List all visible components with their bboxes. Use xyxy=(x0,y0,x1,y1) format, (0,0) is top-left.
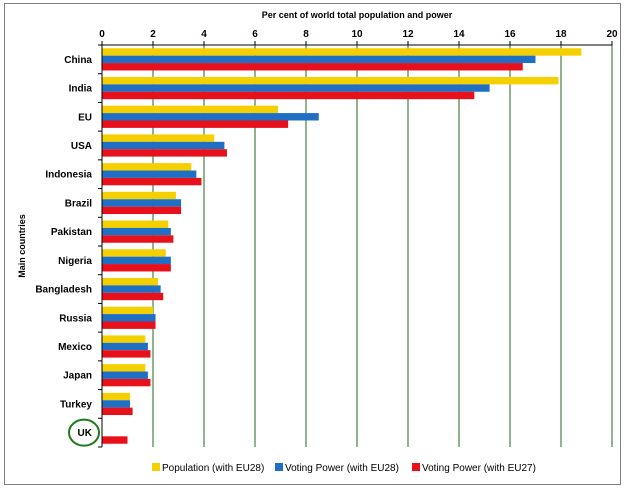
bar-bangladesh-3 xyxy=(102,292,164,301)
bar-turkey-1 xyxy=(102,392,131,401)
category-label-japan: Japan xyxy=(63,371,92,382)
bar-brazil-3 xyxy=(102,206,182,215)
bar-pakistan-3 xyxy=(102,235,174,243)
bar-eu-2 xyxy=(102,113,319,121)
bar-mexico-1 xyxy=(102,335,146,343)
bar-china-3 xyxy=(102,63,523,71)
bar-nigeria-2 xyxy=(102,256,171,265)
x-tick-label-12: 12 xyxy=(402,29,414,40)
bar-bangladesh-2 xyxy=(102,285,161,293)
bar-japan-1 xyxy=(102,364,146,372)
bar-usa-2 xyxy=(102,141,225,150)
bar-russia-2 xyxy=(102,314,156,322)
labels: 0 2 4 6 8 10 12 14 16 18 20 China India EU USA Indonesi… xyxy=(35,29,618,447)
bar-japan-2 xyxy=(102,371,148,379)
bar-nigeria-1 xyxy=(102,249,166,257)
x-tick-label-8: 8 xyxy=(303,29,309,40)
bar-china-1 xyxy=(102,48,582,56)
category-label-turkey: Turkey xyxy=(60,399,92,410)
bar-turkey-3 xyxy=(102,407,133,416)
bars xyxy=(102,48,582,444)
axes xyxy=(98,41,613,448)
category-label-brazil: Brazil xyxy=(65,198,92,209)
bar-china-2 xyxy=(102,55,536,64)
category-label-bangladesh: Bangladesh xyxy=(35,285,92,296)
bar-indonesia-2 xyxy=(102,170,197,178)
x-tick-label-0: 0 xyxy=(99,29,105,40)
x-tick-label-4: 4 xyxy=(201,29,207,40)
bar-nigeria-3 xyxy=(102,264,171,272)
x-tick-label-2: 2 xyxy=(150,29,156,40)
bar-mexico-2 xyxy=(102,342,148,351)
x-tick-label-16: 16 xyxy=(504,29,516,40)
bar-eu-1 xyxy=(102,105,278,114)
uk-highlight-circle xyxy=(68,418,100,447)
bar-india-3 xyxy=(102,91,475,100)
category-label-china: China xyxy=(64,55,92,66)
chart-title: Per cent of world total population and p… xyxy=(262,10,453,20)
legend-label-2: Voting Power (with EU28) xyxy=(285,463,399,474)
bar-japan-3 xyxy=(102,378,151,387)
bar-pakistan-1 xyxy=(102,220,169,228)
bar-eu-3 xyxy=(102,120,289,128)
gridlines xyxy=(152,45,613,447)
category-label-eu: EU xyxy=(78,112,92,123)
category-label-nigeria: Nigeria xyxy=(58,256,92,267)
bar-indonesia-1 xyxy=(102,163,192,171)
bar-pakistan-2 xyxy=(102,227,171,236)
bar-russia-3 xyxy=(102,321,156,329)
bar-mexico-3 xyxy=(102,350,151,358)
category-label-india: India xyxy=(69,84,93,95)
bar-russia-1 xyxy=(102,306,153,315)
x-tick-label-18: 18 xyxy=(555,29,567,40)
x-tick-label-6: 6 xyxy=(252,29,258,40)
x-tick-label-14: 14 xyxy=(453,29,465,40)
bar-usa-3 xyxy=(102,149,227,157)
category-label-mexico: Mexico xyxy=(58,342,92,353)
x-tick-label-20: 20 xyxy=(606,29,618,40)
legend-swatch-1 xyxy=(152,463,160,471)
bar-uk-3 xyxy=(102,436,128,444)
bar-turkey-2 xyxy=(102,400,131,408)
legend-swatch-2 xyxy=(275,463,283,471)
bar-indonesia-3 xyxy=(102,177,202,186)
category-label-pakistan: Pakistan xyxy=(51,227,92,238)
bar-india-2 xyxy=(102,84,490,92)
bar-india-1 xyxy=(102,76,559,85)
bar-brazil-1 xyxy=(102,191,176,200)
bar-brazil-2 xyxy=(102,199,182,207)
category-label-uk: UK xyxy=(78,428,93,439)
x-tick-label-10: 10 xyxy=(351,29,363,40)
legend-label-1: Population (with EU28) xyxy=(162,463,264,474)
bar-usa-1 xyxy=(102,134,215,142)
legend-swatch-3 xyxy=(412,463,420,471)
legend: Population (with EU28) Voting Power (with… xyxy=(152,463,536,474)
category-label-russia: Russia xyxy=(59,313,92,324)
category-label-usa: USA xyxy=(71,141,92,152)
y-axis-label: Main countries xyxy=(17,214,27,278)
category-label-indonesia: Indonesia xyxy=(45,170,92,181)
legend-label-3: Voting Power (with EU27) xyxy=(422,463,536,474)
bar-bangladesh-1 xyxy=(102,277,159,286)
